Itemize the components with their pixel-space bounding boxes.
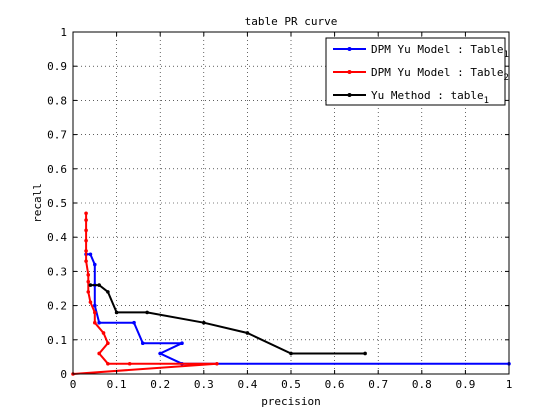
x-tick-label: 0.2 (150, 378, 170, 391)
data-point (88, 252, 93, 257)
data-point (132, 320, 136, 325)
data-point (84, 211, 88, 216)
y-axis-label: recall (31, 183, 44, 223)
y-tick-label: 0.8 (47, 94, 67, 107)
axis-ticks (72, 31, 510, 375)
data-point (106, 361, 110, 366)
y-tick-label: 0.4 (47, 231, 67, 244)
legend-marker (347, 70, 352, 74)
data-point (245, 331, 250, 335)
y-tick-label: 0 (60, 368, 67, 381)
legend-marker (347, 93, 352, 97)
x-tick-label: 0.5 (281, 378, 301, 391)
x-axis-label: precision (261, 395, 321, 408)
data-point (86, 290, 91, 294)
y-tick-label: 0.7 (47, 129, 67, 142)
legend-item: DPM Yu Model : Table1 (333, 43, 509, 60)
y-tick-label: 0.3 (47, 265, 67, 278)
y-tick-label: 0.9 (47, 60, 67, 73)
series-3 (88, 283, 367, 356)
data-point (114, 310, 119, 315)
data-point (215, 361, 219, 366)
data-point (97, 320, 101, 325)
data-point (106, 290, 110, 294)
data-point (97, 351, 101, 356)
data-point (97, 283, 101, 287)
x-tick-label: 0.6 (325, 378, 345, 391)
data-point (127, 361, 132, 366)
data-point (180, 341, 184, 346)
y-tick-labels: 0 0.1 0.2 0.3 0.4 0.5 0.6 0.7 0.8 0.9 1 (47, 26, 67, 381)
x-tick-label: 0.7 (368, 378, 388, 391)
data-point (363, 351, 367, 356)
x-tick-labels: 0 0.1 0.2 0.3 0.4 0.5 0.6 0.7 0.8 0.9 1 (70, 378, 513, 391)
data-point (202, 320, 206, 325)
legend-label: DPM Yu Model : Table1 (371, 43, 509, 60)
y-tick-label: 0.5 (47, 197, 67, 210)
legend-marker (347, 47, 352, 51)
chart-title: table PR curve (245, 15, 338, 28)
x-tick-label: 0 (70, 378, 77, 391)
y-tick-label: 0.2 (47, 300, 67, 313)
data-point (84, 259, 88, 263)
legend-label: Yu Method : table1 (371, 89, 489, 106)
y-tick-label: 0.6 (47, 163, 67, 176)
data-point (93, 262, 97, 267)
data-point (101, 331, 106, 335)
legend-item: DPM Yu Model : Table2 (333, 66, 509, 83)
x-tick-label: 0.4 (237, 378, 257, 391)
data-point (86, 273, 91, 277)
data-point (93, 303, 97, 308)
x-tick-label: 0.3 (194, 378, 214, 391)
legend: DPM Yu Model : Table1 DPM Yu Model : Tabl… (325, 37, 509, 106)
series-line (86, 253, 509, 365)
x-tick-label: 0.1 (107, 378, 127, 391)
data-point (93, 320, 97, 325)
x-tick-label: 1 (506, 378, 513, 391)
data-point (158, 351, 162, 356)
data-point (84, 238, 88, 243)
series-2 (71, 211, 219, 376)
legend-label: DPM Yu Model : Table2 (371, 66, 509, 83)
x-tick-label: 0.9 (455, 378, 475, 391)
data-point (145, 310, 149, 315)
legend-item: Yu Method : table1 (333, 89, 489, 106)
data-point (88, 300, 93, 304)
data-point (84, 249, 88, 253)
data-point (106, 341, 110, 346)
data-point (86, 279, 91, 284)
series-layer (71, 211, 511, 376)
data-point (93, 310, 97, 315)
data-point (84, 228, 88, 233)
data-point (140, 341, 145, 346)
y-tick-label: 0.1 (47, 334, 67, 347)
data-point (84, 218, 88, 222)
data-point (289, 351, 293, 356)
y-tick-label: 1 (60, 26, 67, 39)
x-tick-label: 0.8 (412, 378, 432, 391)
data-point (88, 283, 93, 287)
